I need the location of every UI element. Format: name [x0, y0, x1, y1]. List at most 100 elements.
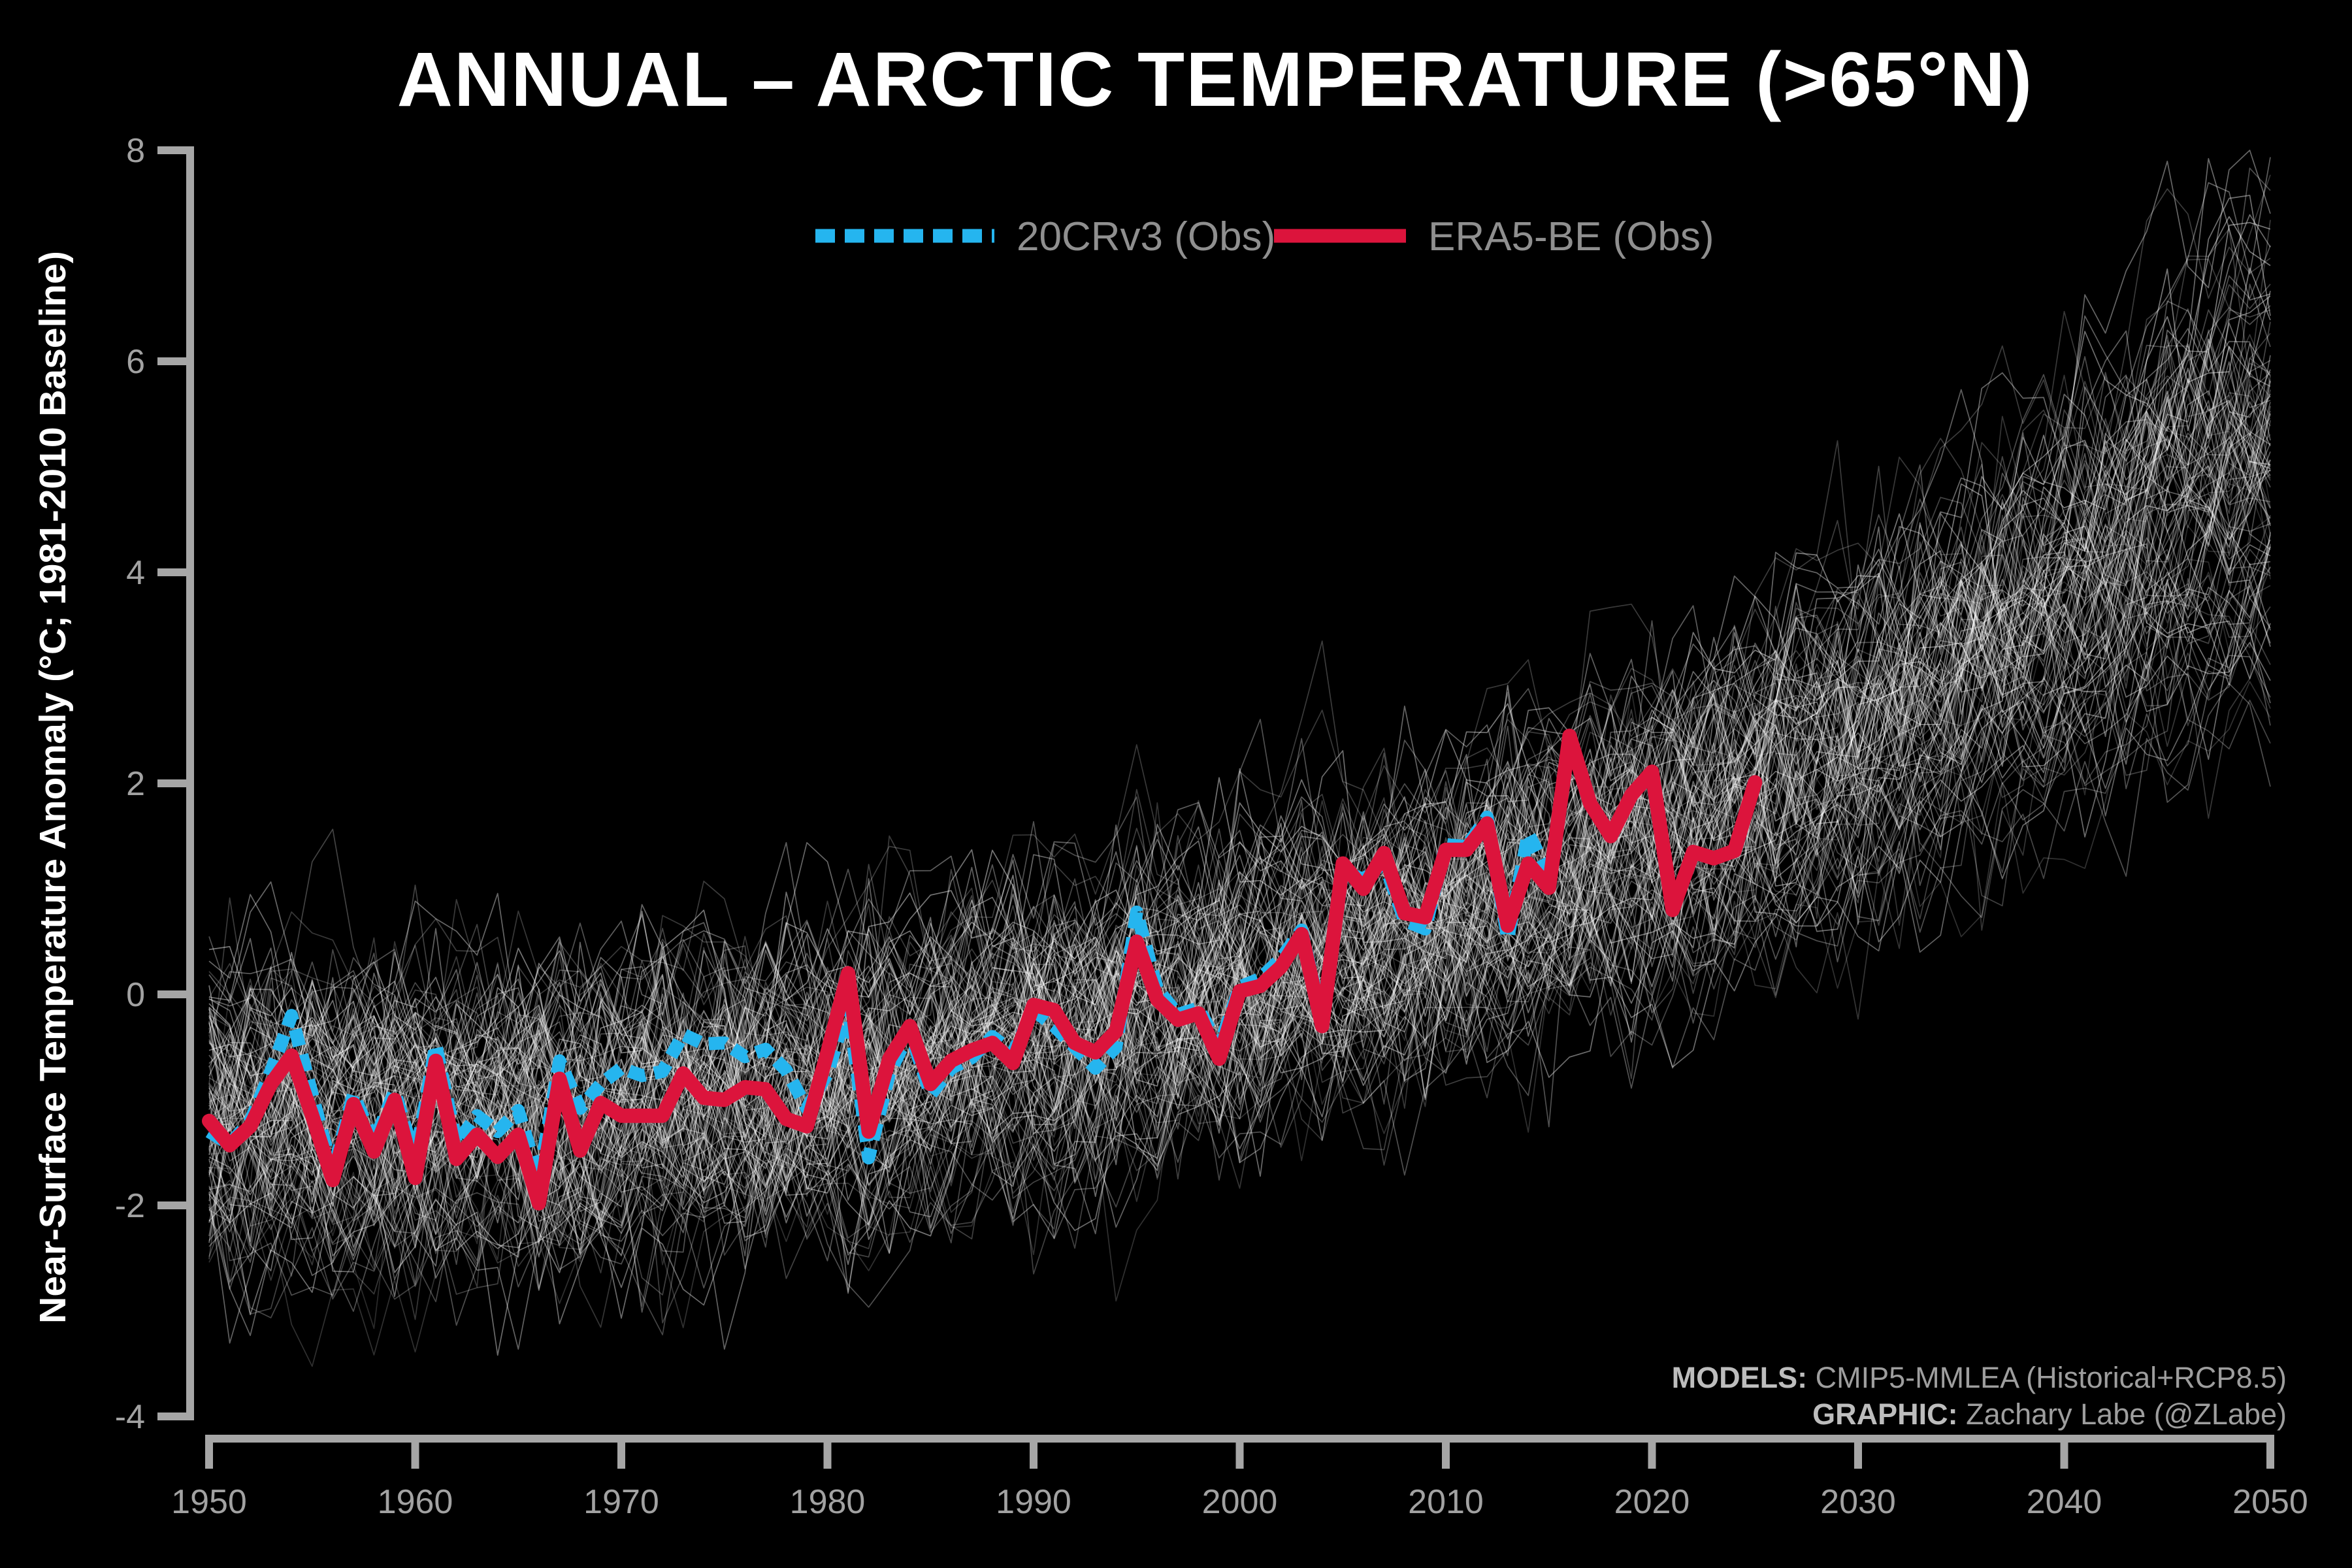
legend-label-era5be: ERA5-BE (Obs)	[1428, 214, 1714, 259]
ensemble-member-line	[208, 384, 2271, 1249]
ensemble-member-line	[208, 400, 2271, 1273]
ensemble-member-line	[208, 493, 2271, 1248]
x-tick-label: 2040	[2027, 1483, 2102, 1521]
ensemble-member-line	[208, 488, 2271, 1227]
ensemble-member-line	[208, 456, 2271, 1228]
x-tick-label: 1960	[378, 1483, 453, 1521]
observation-lines	[202, 728, 1763, 1211]
y-tick-mark	[157, 146, 186, 154]
obs-line-era5be	[202, 728, 1763, 1211]
legend-label-20crv3: 20CRv3 (Obs)	[1017, 214, 1275, 259]
ensemble-member-line	[208, 328, 2271, 1182]
ensemble-member-line	[208, 220, 2271, 1102]
ensemble-member-line	[208, 157, 2271, 1138]
y-tick-label: 0	[126, 976, 145, 1014]
x-tick-mark	[1648, 1443, 1656, 1469]
ensemble-member-line	[208, 267, 2271, 1130]
x-tick-mark	[411, 1443, 419, 1469]
ensemble-member-line	[208, 642, 2271, 1356]
y-tick-mark	[157, 1413, 186, 1420]
ensemble-member-line	[208, 553, 2271, 1277]
legend: 20CRv3 (Obs) ERA5-BE (Obs)	[815, 214, 1714, 259]
ensemble-member-line	[208, 309, 2271, 1139]
legend-item-20crv3: 20CRv3 (Obs)	[815, 214, 1275, 259]
legend-item-era5be: ERA5-BE (Obs)	[1274, 214, 1714, 259]
y-tick-label: 8	[126, 132, 145, 170]
ensemble-member-line	[208, 534, 2271, 1336]
ensemble-member-line	[208, 403, 2271, 1245]
ensemble-member-line	[208, 683, 2271, 1326]
ensemble-member-line	[208, 348, 2271, 1211]
ensemble-member-line	[208, 395, 2271, 1213]
ensemble-member-line	[208, 339, 2271, 1134]
ensemble-member-line	[208, 455, 2271, 1262]
ensemble-member-line	[208, 627, 2271, 1312]
y-tick-label: 6	[126, 343, 145, 381]
ensemble-member-line	[208, 150, 2271, 1105]
x-tick-mark	[1854, 1443, 1862, 1469]
x-tick-mark	[205, 1443, 213, 1469]
ensemble-member-line	[208, 167, 2271, 1214]
x-tick-mark	[1442, 1443, 1450, 1469]
ensemble-member-line	[208, 566, 2271, 1266]
x-axis-spine	[205, 1435, 2274, 1443]
ensemble-member-line	[208, 333, 2271, 1203]
x-tick-label: 2000	[1202, 1483, 1278, 1521]
ensemble-member-line	[208, 655, 2271, 1289]
x-tick-label: 1980	[790, 1483, 866, 1521]
ensemble-member-line	[208, 585, 2271, 1267]
y-tick-mark	[157, 779, 186, 787]
x-tick-mark	[1030, 1443, 1037, 1469]
ensemble-member-line	[208, 681, 2271, 1367]
ensemble-member-line	[208, 585, 2271, 1316]
ensemble-member-line	[208, 329, 2271, 1163]
ensemble-member-line	[208, 438, 2271, 1256]
ensemble-member-line	[208, 420, 2271, 1181]
ensemble-member-line	[208, 564, 2271, 1325]
ensemble-member-line	[208, 347, 2271, 1144]
x-tick-label: 1990	[996, 1483, 1071, 1521]
axes: 8 6 4 2 0 -2 -4 1950 1960 1970 1980 1990 2000 2010 202…	[115, 132, 2308, 1521]
y-tick-mark	[157, 1201, 186, 1209]
y-axis-label: Near-Surface Temperature Anomaly (°C; 19…	[32, 251, 74, 1324]
ensemble-member-line	[208, 309, 2271, 1151]
x-tick-mark	[1235, 1443, 1244, 1469]
ensemble-member-line	[208, 357, 2271, 1222]
ensemble-member-line	[208, 214, 2271, 1154]
chart-title: ANNUAL – ARCTIC TEMPERATURE (>65°N)	[397, 37, 2034, 123]
ensemble-member-line	[208, 245, 2271, 1162]
y-tick-label: -4	[115, 1398, 145, 1436]
credit-graphic-line: GRAPHIC: Zachary Labe (@ZLabe)	[1812, 1397, 2287, 1431]
ensemble-member-line	[208, 636, 2271, 1335]
y-tick-mark	[157, 357, 186, 365]
ensemble-member-line	[208, 188, 2271, 1085]
credit-graphic-label: GRAPHIC:	[1812, 1397, 1958, 1431]
y-tick-label: 2	[126, 765, 145, 803]
ensemble-member-line	[208, 583, 2271, 1273]
y-tick-label: -2	[115, 1187, 145, 1225]
ensemble-member-line	[208, 354, 2271, 1238]
ensemble-member-line	[208, 174, 2271, 1145]
ensemble-member-line	[208, 379, 2271, 1186]
ensemble-member-line	[208, 284, 2271, 1154]
y-tick-mark	[157, 990, 186, 998]
x-tick-label: 2050	[2232, 1483, 2308, 1521]
x-tick-label: 2030	[1820, 1483, 1896, 1521]
y-tick-label: 4	[126, 554, 145, 592]
ensemble-member-line	[208, 537, 2271, 1313]
ensemble-member-line	[208, 566, 2271, 1288]
x-tick-label: 2020	[1614, 1483, 1690, 1521]
ensemble-member-line	[208, 546, 2271, 1315]
x-tick-mark	[2266, 1443, 2274, 1469]
ensemble-member-line	[208, 598, 2271, 1350]
credit-models-value: CMIP5-MMLEA (Historical+RCP8.5)	[1807, 1361, 2287, 1394]
x-tick-label: 1950	[171, 1483, 247, 1521]
ensemble-member-line	[208, 548, 2271, 1298]
ensemble-member-line	[208, 414, 2271, 1257]
credit-graphic-value: Zachary Labe (@ZLabe)	[1958, 1397, 2287, 1431]
ensemble-member-line	[208, 295, 2271, 1141]
ensemble-member-line	[208, 485, 2271, 1267]
x-tick-label: 2010	[1408, 1483, 1484, 1521]
